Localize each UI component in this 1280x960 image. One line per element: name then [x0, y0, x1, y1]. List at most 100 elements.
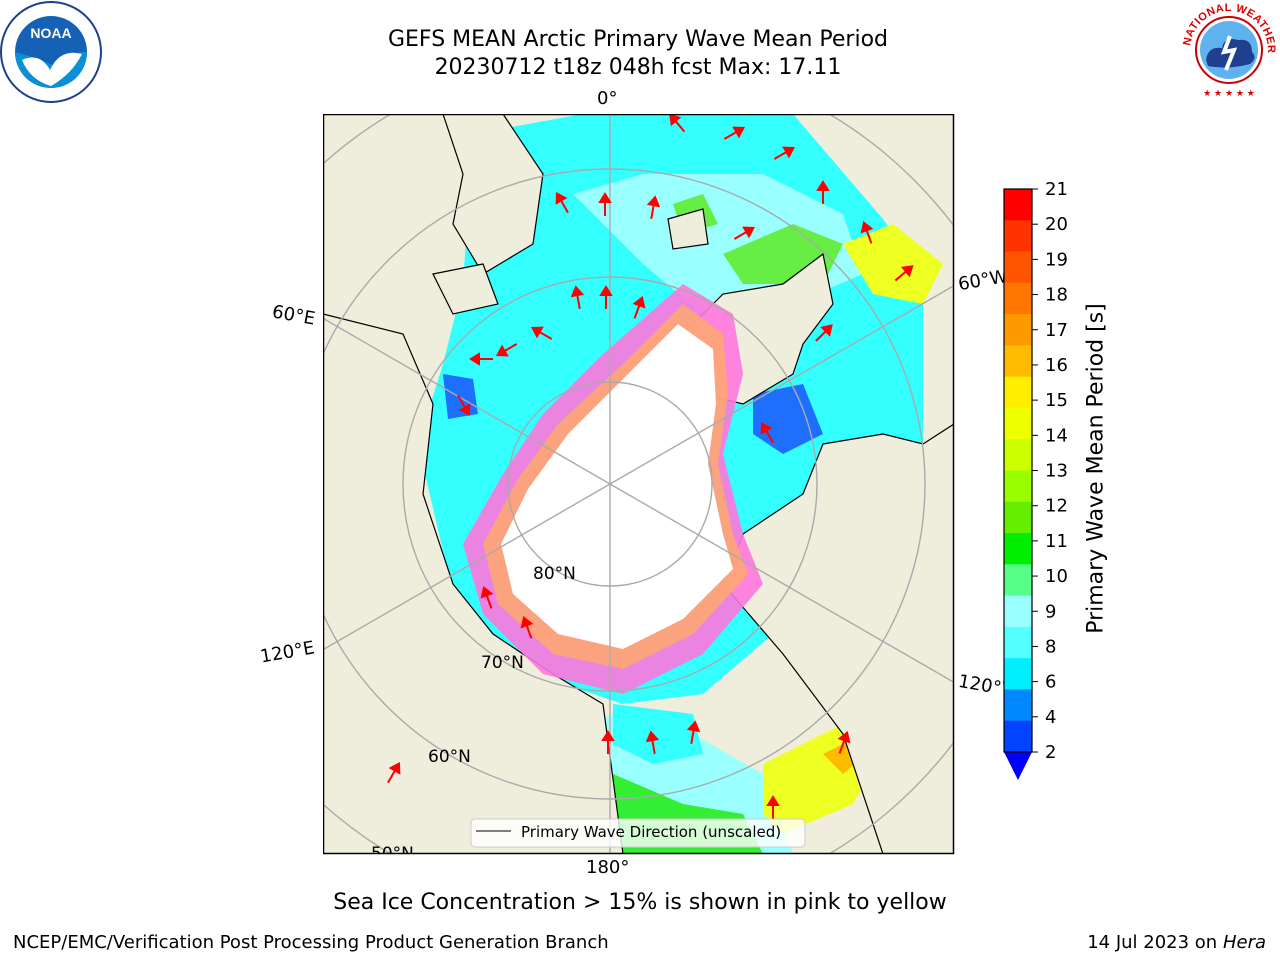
colorbar-tick-label: 17 [1045, 320, 1068, 341]
wave-arrow [598, 192, 612, 216]
colorbar-segment [1004, 439, 1032, 471]
wave-arrow [601, 730, 615, 754]
wave-arrow [520, 615, 534, 639]
parallel-label-50n: 50°N [371, 844, 414, 855]
noaa-logo-icon: NOAA [0, 1, 102, 103]
colorbar-tick-label: 13 [1045, 461, 1068, 482]
wave-arrow [530, 326, 553, 340]
colorbar-ticks: 21 20 19 18 17 16 15 14 13 12 11 10 9 8 6 4 2 [1032, 180, 1068, 763]
arrow-legend-label: Primary Wave Direction (unscaled) [521, 823, 781, 841]
colorbar-tick-label: 6 [1045, 672, 1056, 693]
colorbar-segment [1004, 376, 1032, 409]
svalbard-land [667, 208, 709, 250]
colorbar-segment [1004, 314, 1032, 346]
wave-arrow [766, 795, 780, 819]
wave-arrow [387, 761, 401, 784]
colorbar-segment [1004, 720, 1032, 753]
colorbar-tick-label: 4 [1045, 707, 1056, 728]
atlantic-yellow [843, 224, 943, 304]
footer-date-text: 14 Jul 2023 on [1087, 932, 1218, 953]
colorbar-segment [1004, 282, 1032, 315]
noaa-logo-text: NOAA [30, 25, 71, 41]
footer-machine: Hera [1222, 932, 1266, 953]
parallel-label-70n: 70°N [481, 653, 524, 673]
canada-land [722, 423, 954, 854]
colorbar: 21 20 19 18 17 16 15 14 13 12 11 10 9 8 6 4 2 [1003, 180, 1068, 780]
arctic-map: 80°N 70°N 60°N 50°N Primary Wave Directi… [323, 114, 955, 855]
colorbar-segment [1004, 564, 1032, 597]
colorbar-tick-label: 14 [1045, 425, 1068, 446]
wave-arrow [570, 285, 585, 310]
wave-arrow [599, 285, 613, 309]
colorbar-segment [1004, 501, 1032, 534]
arrow-legend: Primary Wave Direction (unscaled) [470, 818, 806, 848]
wave-arrow [669, 114, 686, 133]
wave-arrow [733, 226, 756, 240]
wave-arrow [555, 191, 569, 214]
wave-arrow [469, 352, 493, 366]
colorbar-tick-label: 2 [1045, 742, 1056, 763]
colorbar-tick-label: 9 [1045, 601, 1056, 622]
colorbar-tick-label: 12 [1045, 496, 1068, 517]
meridian-label-120e: 120°E [258, 637, 317, 668]
colorbar-tick-label: 10 [1045, 566, 1068, 587]
wave-arrow [686, 720, 701, 745]
wave-arrow [860, 220, 874, 244]
wave-arrow [760, 421, 774, 444]
wave-arrow [837, 730, 851, 754]
colorbar-segment [1004, 189, 1032, 221]
colorbar-extend-triangle [1004, 752, 1032, 780]
parallel-label-60n: 60°N [428, 747, 471, 767]
colorbar-tick-label: 11 [1045, 531, 1068, 552]
wave-arrow [457, 394, 471, 417]
wave-arrow [646, 195, 661, 220]
footer-credit: NCEP/EMC/Verification Post Processing Pr… [13, 932, 609, 953]
wave-arrow [645, 730, 660, 755]
footer-date: 14 Jul 2023 on Hera [1087, 932, 1266, 953]
wave-arrow [480, 585, 494, 609]
meridian-label-60e: 60°E [270, 301, 317, 330]
scandinavia-land [442, 114, 544, 275]
wave-arrow [816, 180, 830, 204]
colorbar-segment [1004, 626, 1032, 659]
colorbar-segment [1004, 689, 1032, 722]
wave-direction-arrows [387, 114, 914, 819]
wave-arrow [632, 295, 646, 319]
wave-arrow [723, 126, 746, 140]
colorbar-segment [1004, 407, 1032, 440]
sea-ice-caption: Sea Ice Concentration > 15% is shown in … [333, 890, 947, 915]
svg-text:★ ★ ★ ★ ★: ★ ★ ★ ★ ★ [1203, 89, 1255, 99]
colorbar-tick-label: 18 [1045, 285, 1068, 306]
colorbar-tick-label: 21 [1045, 180, 1068, 200]
nws-logo-icon: NATIONAL WEATHER SERVICE ★ ★ ★ ★ ★ [1178, 0, 1277, 99]
colorbar-segment [1004, 658, 1032, 690]
colorbar-segment [1004, 251, 1032, 284]
meridian-label-180: 180° [586, 857, 630, 878]
colorbar-tick-label: 19 [1045, 249, 1068, 270]
colorbar-segment [1004, 595, 1032, 628]
meridian-lines [323, 114, 954, 854]
novaya-zemlya-land [432, 263, 499, 315]
wave-arrow [773, 146, 796, 160]
wave-arrow [495, 343, 518, 357]
colorbar-label: Primary Wave Mean Period [s] [1083, 303, 1109, 634]
colorbar-segment [1004, 470, 1032, 503]
colorbar-segment [1004, 345, 1032, 378]
wave-arrow [894, 265, 914, 282]
colorbar-segments [1004, 189, 1032, 753]
kara-blue [443, 374, 478, 419]
chart-title: GEFS MEAN Arctic Primary Wave Mean Perio… [387, 27, 888, 52]
colorbar-segment [1004, 533, 1032, 565]
bering-cyan [613, 704, 703, 764]
colorbar-tick-label: 16 [1045, 355, 1068, 376]
colorbar-tick-label: 8 [1045, 636, 1056, 657]
map-frame [323, 114, 955, 855]
colorbar-tick-label: 15 [1045, 390, 1068, 411]
meridian-label-0: 0° [597, 88, 618, 109]
colorbar-tick-label: 20 [1045, 214, 1068, 235]
siberia-land [323, 313, 624, 854]
wave-arrow [815, 324, 833, 342]
parallel-label-80n: 80°N [533, 564, 576, 584]
chart-subtitle: 20230712 t18z 048h fcst Max: 17.11 [434, 55, 842, 80]
colorbar-segment [1004, 220, 1032, 253]
